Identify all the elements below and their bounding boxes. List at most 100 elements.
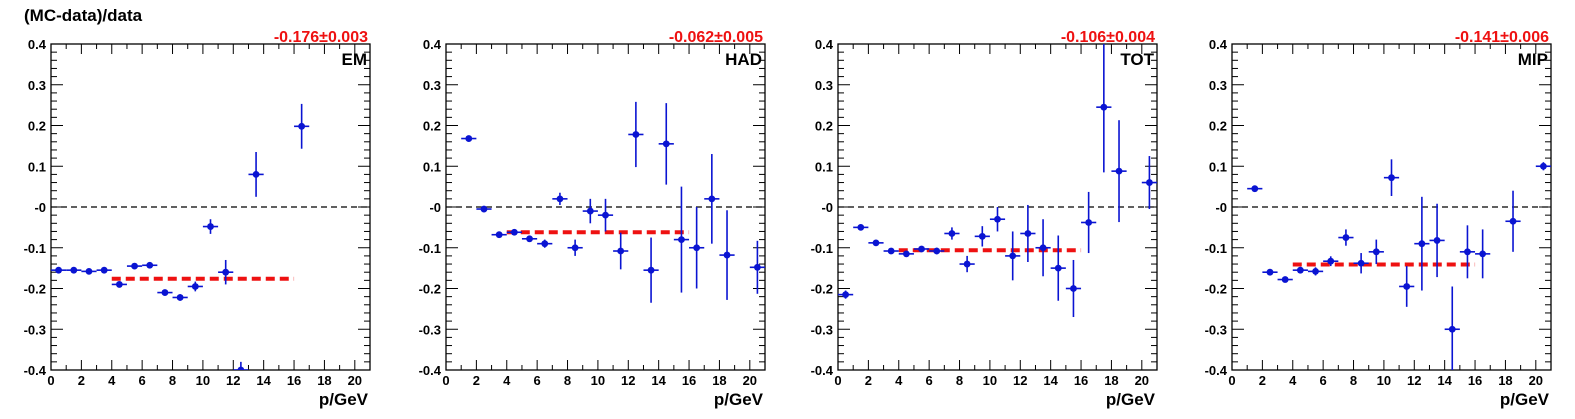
- data-point: [66, 266, 82, 274]
- data-point: [218, 259, 234, 285]
- data-marker: [1266, 268, 1274, 276]
- y-tick-label: -0.3: [811, 322, 833, 337]
- data-marker: [222, 268, 230, 276]
- data-point: [853, 223, 869, 231]
- data-point: [704, 154, 720, 244]
- y-tick-label: -0.3: [419, 322, 441, 337]
- x-tick-label: 16: [682, 373, 696, 388]
- x-tick-label: 20: [1135, 373, 1149, 388]
- data-point: [537, 239, 553, 248]
- x-tick-label: 2: [865, 373, 872, 388]
- x-tick-label: 4: [503, 373, 511, 388]
- data-marker: [1054, 264, 1062, 272]
- data-point: [898, 250, 914, 258]
- x-tick-label: 14: [651, 373, 666, 388]
- data-point: [1535, 162, 1551, 171]
- data-point: [187, 281, 203, 292]
- data-point: [491, 231, 507, 239]
- panel-had: -0.4 -0.3 -0.2 -0.1 -0 0.1 0.2 0.3 0.4 0 2 4 6 8 10 12 1…: [419, 29, 766, 409]
- data-marker: [1540, 162, 1547, 170]
- x-tick-label: 10: [591, 373, 605, 388]
- x-tick-label: 18: [712, 373, 726, 388]
- data-marker: [632, 131, 640, 138]
- y-tick-label: -0.4: [811, 363, 834, 378]
- data-point: [111, 281, 127, 288]
- data-marker: [678, 236, 685, 244]
- x-tick-label: 4: [895, 373, 903, 388]
- data-marker: [1327, 257, 1335, 265]
- panel-em: -0.4 -0.3 -0.2 -0.1 -0 0.1 0.2 0.3 0.4 0 2 4 6 8 10 12 1…: [24, 29, 371, 409]
- data-marker: [556, 195, 564, 203]
- x-tick-label: 8: [169, 373, 176, 388]
- data-point: [1050, 235, 1066, 301]
- y-tick-label: 0.1: [28, 159, 46, 174]
- data-marker: [978, 232, 986, 240]
- y-tick-label: 0.3: [423, 78, 441, 93]
- data-point: [461, 135, 477, 142]
- fit-result-text: -0.106±0.004: [1061, 29, 1155, 46]
- y-tick-label: 0.2: [1209, 119, 1227, 134]
- y-tick-label: 0.4: [815, 37, 834, 52]
- x-tick-label: 6: [1320, 373, 1327, 388]
- data-point: [1020, 204, 1036, 263]
- data-point: [157, 289, 173, 296]
- y-tick-label: -0.3: [24, 322, 46, 337]
- x-tick-label: 20: [1529, 373, 1543, 388]
- data-point: [913, 245, 930, 253]
- y-tick-label: -0.4: [1205, 363, 1228, 378]
- data-marker: [1433, 237, 1441, 244]
- data-point: [1459, 225, 1476, 279]
- x-tick-label: 0: [834, 373, 841, 388]
- y-tick-label: 0.4: [28, 37, 47, 52]
- data-marker: [510, 228, 518, 236]
- data-point: [944, 227, 960, 240]
- data-marker: [252, 171, 260, 178]
- data-point: [597, 198, 614, 232]
- x-tick-label: 2: [473, 373, 480, 388]
- data-marker: [1479, 250, 1487, 258]
- data-marker: [1403, 283, 1411, 290]
- x-tick-label: 16: [287, 373, 301, 388]
- x-tick-label: 0: [47, 373, 54, 388]
- x-tick-label: 12: [621, 373, 635, 388]
- data-marker: [963, 260, 971, 268]
- y-tick-label: -0: [429, 200, 441, 215]
- data-point: [1065, 259, 1082, 318]
- data-marker: [857, 223, 865, 231]
- y-tick-label: -0.1: [1205, 241, 1227, 256]
- x-tick-label: 6: [139, 373, 146, 388]
- data-marker: [1085, 219, 1093, 226]
- y-tick-label: -0.2: [811, 282, 833, 297]
- data-marker: [1146, 179, 1153, 186]
- data-marker: [1312, 267, 1319, 275]
- panel-label: TOT: [1120, 50, 1154, 69]
- data-point: [567, 239, 583, 256]
- data-point: [126, 262, 143, 270]
- data-marker: [1418, 240, 1426, 248]
- data-point: [1505, 190, 1521, 252]
- x-tick-label: 10: [196, 373, 210, 388]
- data-point: [552, 192, 568, 205]
- y-tick-label: 0.1: [1209, 159, 1227, 174]
- data-point: [1323, 256, 1339, 267]
- data-point: [1111, 120, 1127, 223]
- data-point: [81, 267, 97, 275]
- x-tick-label: 20: [743, 373, 757, 388]
- data-marker: [480, 205, 488, 213]
- data-point: [248, 151, 264, 197]
- data-point: [1368, 239, 1384, 265]
- y-tick-label: -0: [821, 200, 833, 215]
- data-point: [172, 294, 188, 301]
- fit-result-text: -0.176±0.003: [274, 29, 368, 46]
- data-marker: [1296, 266, 1304, 274]
- data-marker: [115, 281, 123, 288]
- x-tick-label: 16: [1468, 373, 1482, 388]
- plot-area: [1247, 159, 1551, 370]
- data-point: [749, 240, 765, 294]
- global-y-axis-label: (MC-data)/data: [24, 6, 143, 25]
- data-marker: [1342, 234, 1350, 241]
- x-tick-label: 14: [256, 373, 271, 388]
- data-marker: [191, 283, 199, 290]
- data-marker: [1039, 244, 1047, 252]
- data-point: [506, 228, 522, 236]
